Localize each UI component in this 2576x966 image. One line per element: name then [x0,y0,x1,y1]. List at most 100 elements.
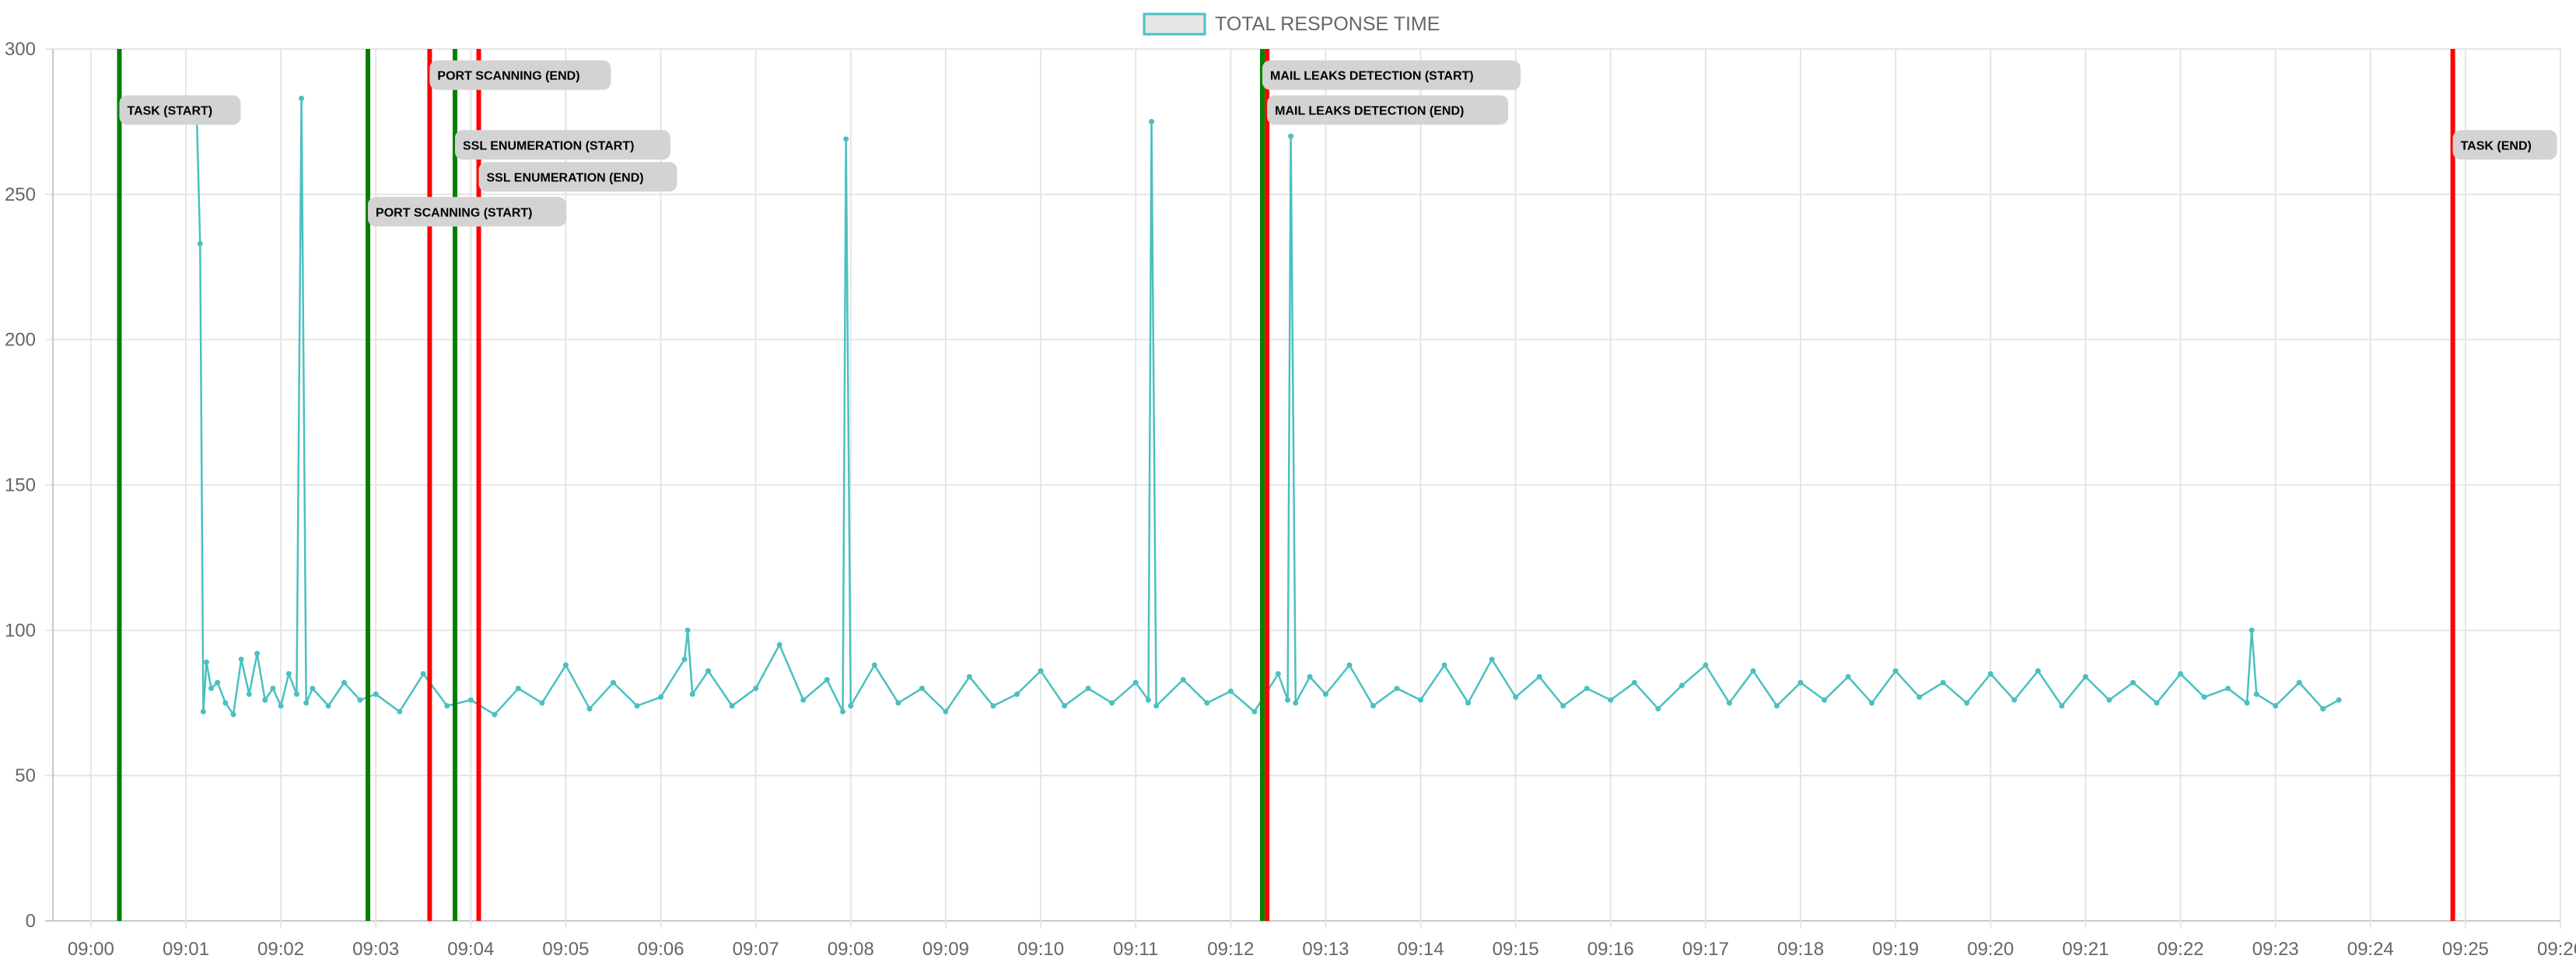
data-point [611,680,617,686]
data-point [2201,694,2207,700]
annotation-text: PORT SCANNING (START) [376,206,532,219]
data-point [2106,697,2112,703]
data-point [1441,662,1447,668]
data-point [990,702,996,709]
x-tick-label: 09:04 [447,939,494,960]
data-point [1418,697,1424,703]
data-point [1153,702,1160,709]
data-point [200,709,206,715]
data-point [2154,700,2160,706]
data-point [230,712,236,718]
data-point [2296,680,2302,686]
data-point [515,685,521,691]
data-point [341,680,348,686]
annotation-layer: TASK (START) PORT SCANNING (START) PORT SC… [119,60,2557,227]
annotation-box [2452,130,2557,160]
data-point [303,700,310,706]
data-point [776,642,782,648]
data-point [729,702,735,709]
x-tick-label: 09:25 [2442,939,2489,960]
annotation-label: TASK (START) [119,95,241,125]
data-point [1085,685,1091,691]
data-point [2035,668,2041,674]
data-point [2130,680,2136,686]
data-point [197,240,203,247]
y-tick-label: 50 [15,765,36,786]
y-tick-label: 0 [26,911,36,932]
data-point [1370,702,1376,709]
annotation-box [454,130,670,160]
data-point [467,697,474,703]
data-point [1322,691,1328,698]
annotation-text: SSL ENUMERATION (START) [463,139,634,152]
x-tick-label: 09:13 [1302,939,1349,960]
data-point [2059,702,2065,709]
data-point [2178,670,2184,677]
data-point [285,670,292,677]
data-point [1062,702,1068,709]
data-point [1822,697,1828,703]
annotation-label: PORT SCANNING (START) [368,197,567,227]
x-tick-label: 09:05 [542,939,589,960]
data-point [1285,697,1291,703]
x-tick-label: 09:19 [1872,939,1919,960]
data-point [539,700,545,706]
data-point [397,709,403,715]
data-point [299,96,305,102]
annotation-text: TASK (END) [2461,139,2532,152]
annotation-text: SSL ENUMERATION (END) [487,171,644,184]
annotation-box [119,95,241,125]
x-tick-label: 09:18 [1777,939,1824,960]
data-point [254,650,261,656]
legend[interactable]: TOTAL RESPONSE TIME [1143,12,1440,36]
annotation-label: TASK (END) [2452,130,2557,160]
annotation-label: SSL ENUMERATION (START) [454,130,670,160]
data-point [634,702,640,709]
data-point [2249,627,2255,633]
grid [45,48,2561,929]
data-point [1288,133,1294,139]
data-point [562,662,569,668]
data-point [658,694,664,700]
annotation-label: SSL ENUMERATION (END) [478,162,677,192]
data-point [1678,682,1685,688]
data-point [943,709,949,715]
x-tick-label: 09:22 [2157,939,2203,960]
data-point [1797,680,1804,686]
x-tick-label: 09:16 [1587,939,1634,960]
data-point [1987,670,1993,677]
data-point [215,680,221,686]
annotation-label: PORT SCANNING (END) [429,60,611,90]
data-point [1892,668,1899,674]
data-point [373,691,379,698]
x-tick-label: 09:14 [1398,939,1444,960]
x-tick-label: 09:11 [1113,939,1158,960]
x-tick-label: 09:20 [1967,939,2014,960]
y-tick-label: 150 [5,475,36,496]
data-point [1038,668,1044,674]
x-tick-label: 09:02 [257,939,304,960]
annotation-box [1262,60,1521,90]
data-point [1845,674,1851,680]
annotation-text: MAIL LEAKS DETECTION (START) [1270,70,1474,83]
annotation-box [1267,95,1509,125]
data-point [262,697,268,703]
data-point [2244,700,2250,706]
annotation-text: PORT SCANNING (END) [437,70,579,83]
data-point [848,702,854,709]
data-point [1145,697,1151,703]
annotation-label: MAIL LEAKS DETECTION (START) [1262,60,1521,90]
data-point [1489,656,1495,663]
data-point [919,685,925,691]
data-point [753,685,759,691]
data-point [203,659,209,665]
data-point [1227,688,1234,695]
y-tick-label: 250 [5,184,36,205]
annotation-text: MAIL LEAKS DETECTION (END) [1275,104,1464,117]
data-point [1307,674,1313,680]
x-tick-label: 09:06 [638,939,684,960]
data-point [1608,697,1614,703]
data-point [1584,685,1590,691]
